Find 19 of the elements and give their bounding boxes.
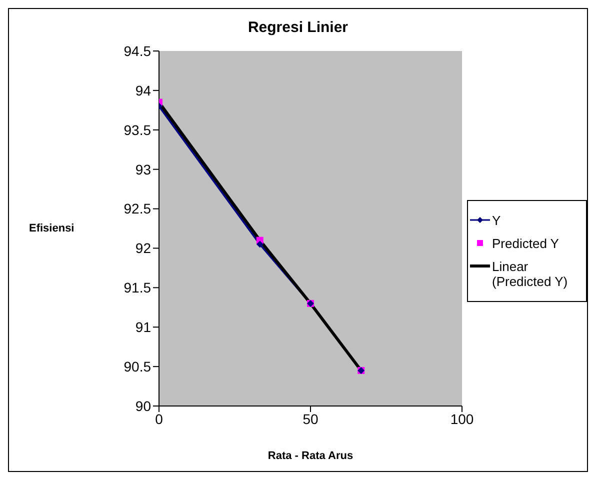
y-tick-label: 91.5 [124,280,152,296]
y-tick-label: 91 [135,319,152,336]
y-axis-title: Efisiensi [29,222,74,234]
y-tick-label: 92 [135,240,152,256]
legend-label: Predicted Y [492,236,559,251]
y-tick-label: 94.5 [124,42,152,59]
legend-label: Linear (Predicted Y) [492,259,569,289]
chart-title: Regresi Linier [246,18,350,36]
x-axis-title: Rata - Rata Arus [268,450,354,462]
y-tick-label: 93.5 [124,122,152,138]
x-tick-label: 50 [302,410,318,427]
y-tick-label: 93 [135,161,152,178]
x-tick-label: 100 [450,410,474,427]
y-tick-label: 90.5 [124,358,152,375]
x-tick-label: 0 [155,410,164,427]
y-tick-label: 90 [135,398,152,414]
y-tick-label: 94 [135,82,152,98]
legend-label: Y [492,213,501,228]
y-tick-label: 92.5 [124,200,152,217]
